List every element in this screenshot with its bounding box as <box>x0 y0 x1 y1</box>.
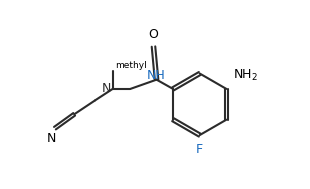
Text: N: N <box>47 132 56 145</box>
Text: methyl: methyl <box>115 61 147 70</box>
Text: O: O <box>148 28 158 41</box>
Text: N: N <box>102 82 111 95</box>
Text: F: F <box>196 143 203 156</box>
Text: NH$_2$: NH$_2$ <box>232 68 258 83</box>
Text: NH: NH <box>146 69 165 81</box>
